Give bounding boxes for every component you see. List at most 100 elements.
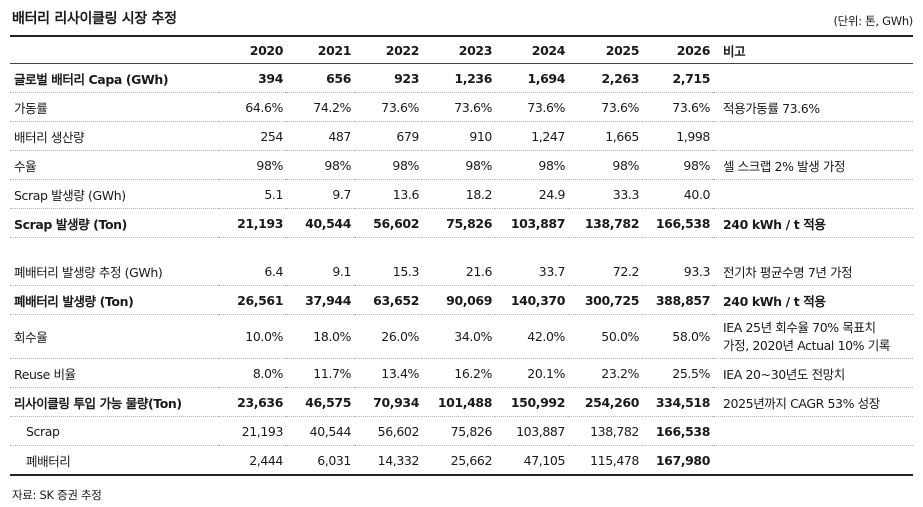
cell-value: 33.7: [495, 257, 568, 286]
table-row: 회수율 10.0% 18.0% 26.0% 34.0% 42.0% 50.0% …: [10, 314, 913, 359]
table-row: Scrap 발생량 (GWh) 5.1 9.7 13.6 18.2 24.9 3…: [10, 179, 913, 209]
cell-value: 115,478: [568, 445, 642, 476]
cell-value: 25.5%: [642, 358, 713, 388]
cell-value: 13.6: [354, 179, 422, 209]
row-label: 수율: [10, 150, 218, 180]
cell-value: 26.0%: [354, 314, 422, 359]
cell-value: 73.6%: [354, 92, 422, 122]
cell-value: 910: [422, 121, 495, 151]
cell-value: 56,602: [354, 416, 422, 446]
cell-value: 254: [218, 121, 286, 151]
cell-value: 16.2%: [422, 358, 495, 388]
cell-value: 656: [286, 63, 354, 93]
cell-value: 150,992: [495, 387, 568, 417]
cell-value: 5.1: [218, 179, 286, 209]
header-year: 2026: [642, 37, 713, 64]
table-row: 폐배터리 2,444 6,031 14,332 25,662 47,105 11…: [10, 445, 913, 476]
cell-value: 98%: [286, 150, 354, 180]
table-row: 폐배터리 발생량 (Ton) 26,561 37,944 63,652 90,0…: [10, 285, 913, 315]
unit-label: (단위: 톤, GWh): [833, 14, 913, 28]
cell-value: 50.0%: [568, 314, 642, 359]
cell-value: 101,488: [422, 387, 495, 417]
cell-value: 167,980: [642, 445, 713, 476]
table-row: 수율 98% 98% 98% 98% 98% 98% 98% 셀 스크랩 2% …: [10, 150, 913, 180]
cell-value: 25,662: [422, 445, 495, 476]
cell-value: 63,652: [354, 285, 422, 315]
cell-value: 14,332: [354, 445, 422, 476]
row-note: [713, 63, 913, 93]
cell-value: 1,247: [495, 121, 568, 151]
cell-value: 1,665: [568, 121, 642, 151]
cell-value: 103,887: [495, 416, 568, 446]
cell-value: 10.0%: [218, 314, 286, 359]
cell-value: 98%: [354, 150, 422, 180]
header-year: 2020: [218, 37, 286, 64]
cell-value: 33.3: [568, 179, 642, 209]
cell-value: 34.0%: [422, 314, 495, 359]
table-title: 배터리 리사이클링 시장 추정: [12, 11, 177, 27]
cell-value: 90,069: [422, 285, 495, 315]
cell-value: 9.1: [286, 257, 354, 286]
row-note: 240 kWh / t 적용: [713, 208, 913, 238]
cell-value: 46,575: [286, 387, 354, 417]
cell-value: 73.6%: [642, 92, 713, 122]
row-note: 240 kWh / t 적용: [713, 285, 913, 315]
cell-value: 1,694: [495, 63, 568, 93]
row-note-line: IEA 25년 회수율 70% 목표치: [723, 319, 876, 335]
table-row: Scrap 21,193 40,544 56,602 75,826 103,88…: [10, 416, 913, 446]
table-row: Scrap 발생량 (Ton) 21,193 40,544 56,602 75,…: [10, 208, 913, 238]
cell-value: 64.6%: [218, 92, 286, 122]
row-note: 전기차 평균수명 7년 가정: [713, 257, 913, 286]
cell-value: 98%: [642, 150, 713, 180]
row-note: [713, 445, 913, 476]
header-label: [10, 37, 218, 64]
spacer-row: [10, 238, 913, 258]
row-label: 폐배터리 발생량 (Ton): [10, 285, 218, 315]
row-label: 폐배터리 발생량 추정 (GWh): [10, 257, 218, 286]
table-row: Reuse 비율 8.0% 11.7% 13.4% 16.2% 20.1% 23…: [10, 358, 913, 388]
row-note: IEA 20~30년도 전망치: [713, 358, 913, 388]
cell-value: 2,263: [568, 63, 642, 93]
row-label: 배터리 생산량: [10, 121, 218, 151]
table-row: 폐배터리 발생량 추정 (GWh) 6.4 9.1 15.3 21.6 33.7…: [10, 257, 913, 286]
row-note: [713, 416, 913, 446]
cell-value: 42.0%: [495, 314, 568, 359]
row-label: 회수율: [10, 314, 218, 359]
cell-value: 2,715: [642, 63, 713, 93]
cell-value: 334,518: [642, 387, 713, 417]
cell-value: 72.2: [568, 257, 642, 286]
recycling-market-table: 2020 2021 2022 2023 2024 2025 2026 비고 글로…: [10, 37, 913, 476]
cell-value: 98%: [568, 150, 642, 180]
cell-value: 24.9: [495, 179, 568, 209]
cell-value: 15.3: [354, 257, 422, 286]
cell-value: 73.6%: [568, 92, 642, 122]
cell-value: 93.3: [642, 257, 713, 286]
cell-value: 1,236: [422, 63, 495, 93]
header-note: 비고: [713, 37, 913, 64]
cell-value: 23,636: [218, 387, 286, 417]
cell-value: 75,826: [422, 208, 495, 238]
cell-value: 21,193: [218, 416, 286, 446]
cell-value: 13.4%: [354, 358, 422, 388]
header-year: 2024: [495, 37, 568, 64]
row-note: 적용가동률 73.6%: [713, 92, 913, 122]
row-note: [713, 121, 913, 151]
cell-value: 21.6: [422, 257, 495, 286]
cell-value: 70,934: [354, 387, 422, 417]
cell-value: 2,444: [218, 445, 286, 476]
table-row: 배터리 생산량 254 487 679 910 1,247 1,665 1,99…: [10, 121, 913, 151]
cell-value: 58.0%: [642, 314, 713, 359]
top-rule: [10, 35, 913, 37]
row-note: IEA 25년 회수율 70% 목표치 가정, 2020년 Actual 10%…: [713, 314, 913, 359]
header-row: 2020 2021 2022 2023 2024 2025 2026 비고: [10, 37, 913, 64]
row-label: 가동률: [10, 92, 218, 122]
cell-value: 8.0%: [218, 358, 286, 388]
cell-value: 6.4: [218, 257, 286, 286]
cell-value: 6,031: [286, 445, 354, 476]
row-label: Scrap: [10, 416, 218, 446]
row-label: 폐배터리: [10, 445, 218, 476]
row-note: [713, 179, 913, 209]
row-label: Reuse 비율: [10, 358, 218, 388]
cell-value: 23.2%: [568, 358, 642, 388]
cell-value: 40,544: [286, 416, 354, 446]
